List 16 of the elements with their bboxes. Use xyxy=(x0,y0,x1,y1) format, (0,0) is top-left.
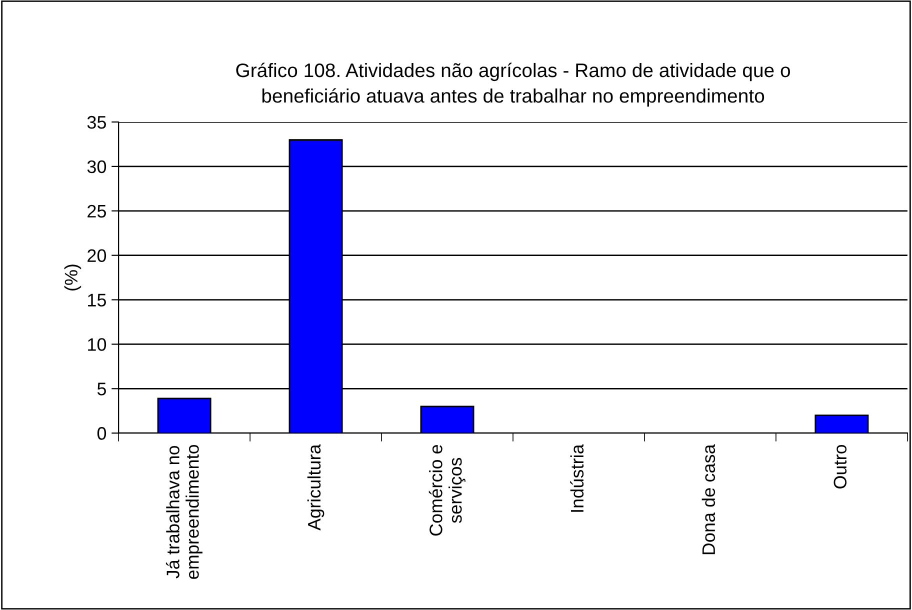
y-tick-label: 35 xyxy=(87,116,106,129)
y-tick-label: 5 xyxy=(97,382,106,396)
y-axis-title: (%) xyxy=(64,264,82,290)
y-tick-label: 25 xyxy=(88,204,106,218)
x-tick-label: Outro xyxy=(834,444,847,489)
x-tick-label: Agricultura xyxy=(307,444,324,530)
x-tick-label: Dona de casa xyxy=(702,444,716,554)
y-tick-label: 15 xyxy=(88,294,106,306)
x-tick-label: Indústria xyxy=(570,444,584,512)
x-tick-label: Comércio e serviços xyxy=(428,445,466,536)
y-tick-label: 20 xyxy=(88,249,106,262)
x-tick-label: Já trabalhava no empreendimento xyxy=(166,444,202,579)
y-tick-label: 0 xyxy=(97,427,106,440)
y-tick-label: 10 xyxy=(88,338,106,351)
y-tick-label: 30 xyxy=(87,160,106,174)
chart-title: Gráfico 108. Atividades não agrícolas - Ramo de atividade que o beneficiário atuava antes de trabalhar no empreendimento xyxy=(236,62,790,107)
